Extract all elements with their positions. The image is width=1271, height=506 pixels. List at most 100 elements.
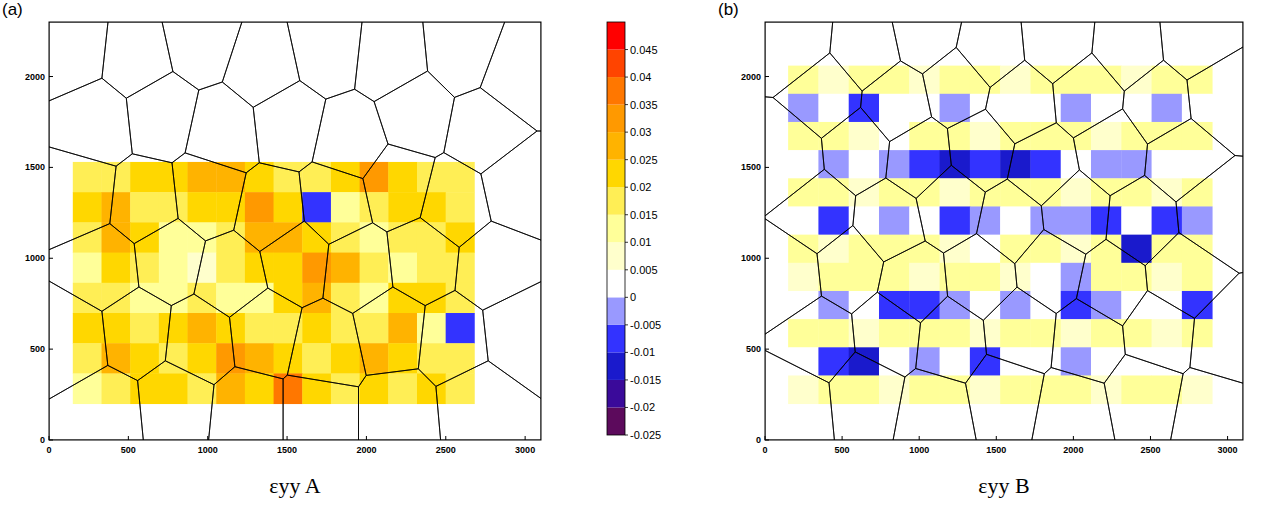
- heat-cell: [159, 192, 188, 223]
- colorbar-tick-label: -0.025: [630, 429, 661, 441]
- heat-cell: [909, 347, 940, 376]
- heat-cell: [1061, 291, 1092, 320]
- grain-boundary: [209, 367, 284, 440]
- heat-cell: [1061, 94, 1092, 123]
- grain-boundary: [423, 22, 505, 97]
- heat-cell: [245, 222, 274, 253]
- heat-cell: [1030, 178, 1061, 207]
- heat-cell: [940, 150, 971, 179]
- heat-cell: [1152, 150, 1183, 179]
- y-tick: [49, 76, 53, 77]
- panel: 0500100015002000250030000500100015002000…: [2, 0, 541, 498]
- heat-cell: [788, 319, 819, 348]
- heat-cell: [1091, 347, 1122, 376]
- heat-cell: [818, 347, 849, 376]
- heat-cell: [818, 319, 849, 348]
- heat-cell: [302, 192, 331, 223]
- grain-boundary: [455, 221, 541, 310]
- x-tick: [1073, 436, 1074, 440]
- heat-cell: [446, 162, 475, 193]
- heat-cell: [970, 122, 1001, 151]
- heat-cell: [1121, 178, 1152, 207]
- heat-cell: [879, 263, 910, 292]
- grain-boundary: [49, 78, 132, 166]
- heat-cell: [188, 313, 217, 344]
- grain-boundary: [162, 22, 242, 90]
- heat-cell: [159, 343, 188, 374]
- heat-cell: [970, 94, 1001, 123]
- grain-boundary: [1106, 175, 1179, 265]
- heat-cell: [879, 235, 910, 264]
- grain-boundary: [1104, 354, 1183, 440]
- heat-cell: [1000, 94, 1031, 123]
- grain-boundary: [765, 350, 834, 440]
- heat-cell: [274, 222, 303, 253]
- colorbar-tick-label: -0.02: [630, 401, 655, 413]
- heat-cell: [879, 291, 910, 320]
- x-tick: [207, 436, 208, 440]
- heat-cell: [417, 373, 446, 404]
- heat-cell: [360, 283, 389, 314]
- colorbar-tick-label: 0.005: [630, 264, 658, 276]
- heat-cell: [274, 313, 303, 344]
- grain-boundary: [420, 153, 491, 248]
- heat-cell: [1182, 235, 1213, 264]
- heat-cell: [130, 373, 159, 404]
- y-tick: [765, 76, 769, 77]
- grain-boundary: [185, 82, 259, 173]
- heat-cell: [1182, 122, 1213, 151]
- grain-boundary: [49, 365, 143, 440]
- x-tick-label: 1500: [986, 445, 1006, 455]
- colorbar-band: [607, 160, 625, 188]
- x-tick-label: 500: [121, 445, 136, 455]
- heat-cell: [130, 253, 159, 284]
- heat-cell: [274, 343, 303, 374]
- heat-cell: [1061, 319, 1092, 348]
- heat-cell: [1091, 291, 1122, 320]
- plot-frame: [49, 22, 541, 440]
- heat-cell: [909, 94, 940, 123]
- heat-cell: [1061, 263, 1092, 292]
- grain-boundary: [1053, 53, 1125, 138]
- heat-cell: [159, 373, 188, 404]
- heat-cell: [1030, 150, 1061, 179]
- heat-cell: [849, 94, 880, 123]
- heat-cell: [360, 192, 389, 223]
- heat-cell: [417, 222, 446, 253]
- grain-boundary: [765, 219, 822, 335]
- y-tick-label: 1000: [25, 253, 45, 263]
- heat-cell: [940, 94, 971, 123]
- heat-cell: [302, 313, 331, 344]
- heat-cell: [879, 122, 910, 151]
- heat-cell: [101, 192, 130, 223]
- colorbar-tick-label: 0.04: [630, 71, 651, 83]
- heat-cell: [1121, 291, 1152, 320]
- heat-cell: [274, 373, 303, 404]
- heat-cell: [331, 283, 360, 314]
- grain-boundary: [977, 179, 1044, 264]
- grain-boundary: [817, 226, 884, 314]
- heat-cell: [1030, 375, 1061, 404]
- grain-boundary: [353, 287, 426, 375]
- heat-cell: [446, 373, 475, 404]
- heat-cell: [940, 66, 971, 95]
- heat-cell: [849, 375, 880, 404]
- heat-cell: [101, 373, 130, 404]
- grain-boundary: [234, 163, 305, 252]
- heat-cell: [245, 313, 274, 344]
- colorbar-tick-label: 0.02: [630, 181, 651, 193]
- heat-cell: [360, 253, 389, 284]
- heat-cell: [1121, 319, 1152, 348]
- colorbar-tick: [625, 407, 628, 408]
- heat-cell: [1152, 263, 1183, 292]
- x-tick-label: 2500: [436, 445, 456, 455]
- panel: 0500100015002000250030000500100015002000…: [718, 0, 1243, 498]
- y-tick: [765, 349, 769, 350]
- grain-boundary: [1171, 368, 1243, 441]
- heat-cell: [1000, 178, 1031, 207]
- x-tick: [765, 436, 766, 440]
- heat-cell: [970, 375, 1001, 404]
- colorbar-band: [607, 325, 625, 353]
- colorbar-band: [607, 352, 625, 380]
- grain-boundary: [436, 361, 541, 440]
